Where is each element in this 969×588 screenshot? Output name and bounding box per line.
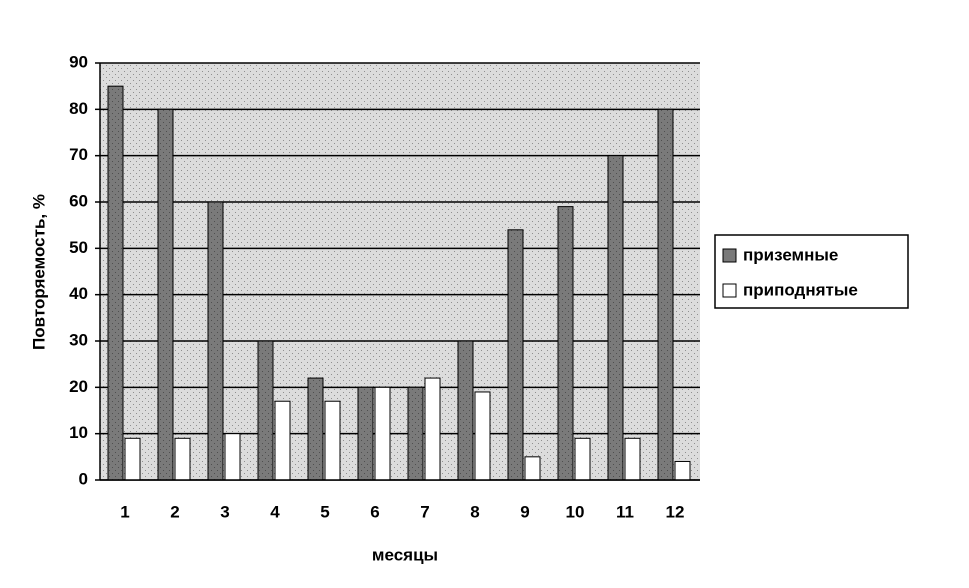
x-tick-label: 5 [320,502,329,521]
bar-texture [408,387,423,480]
bar-texture [358,387,373,480]
y-tick-label: 60 [69,191,88,210]
y-tick-label: 20 [69,377,88,396]
legend-swatch [722,248,737,263]
bar-texture [308,378,323,480]
legend-label: приподнятые [743,280,858,299]
bar-texture [608,155,623,480]
bar-texture [658,109,673,480]
bar [224,433,241,481]
legend-label: приземные [743,245,838,264]
bar [524,456,541,481]
y-tick-label: 0 [79,469,88,488]
x-tick-label: 12 [666,502,685,521]
x-tick-label: 2 [170,502,179,521]
bar [324,400,341,481]
bar [424,377,441,481]
legend-swatch [722,283,737,298]
bar [574,437,591,481]
bar [174,437,191,481]
bar-texture [108,86,123,481]
x-tick-label: 10 [566,502,585,521]
y-tick-label: 50 [69,238,88,257]
y-tick-label: 10 [69,423,88,442]
bar-texture [158,109,173,480]
x-tick-label: 11 [616,502,634,521]
y-axis-label: Повторяемость, % [29,194,48,350]
x-tick-label: 7 [420,502,429,521]
y-tick-label: 90 [69,52,88,71]
x-tick-label: 9 [520,502,529,521]
bar-texture [258,341,273,480]
x-tick-label: 8 [470,502,479,521]
y-tick-label: 40 [69,284,88,303]
bar-texture [558,206,573,480]
x-tick-label: 6 [370,502,379,521]
bar [674,460,691,481]
bar-texture [458,341,473,480]
bar [624,437,641,481]
x-axis-label: месяцы [372,545,438,564]
bar-texture [208,202,223,480]
bar [474,391,491,481]
x-tick-label: 4 [270,502,280,521]
y-tick-label: 70 [69,145,88,164]
bar-texture [508,229,523,480]
bar [274,400,291,481]
x-tick-label: 3 [220,502,229,521]
bar [124,437,141,481]
y-tick-label: 80 [69,99,88,118]
legend-box [714,234,909,309]
plot-texture [100,63,700,480]
bar [374,386,391,481]
x-tick-label: 1 [120,502,129,521]
y-tick-label: 30 [69,330,88,349]
